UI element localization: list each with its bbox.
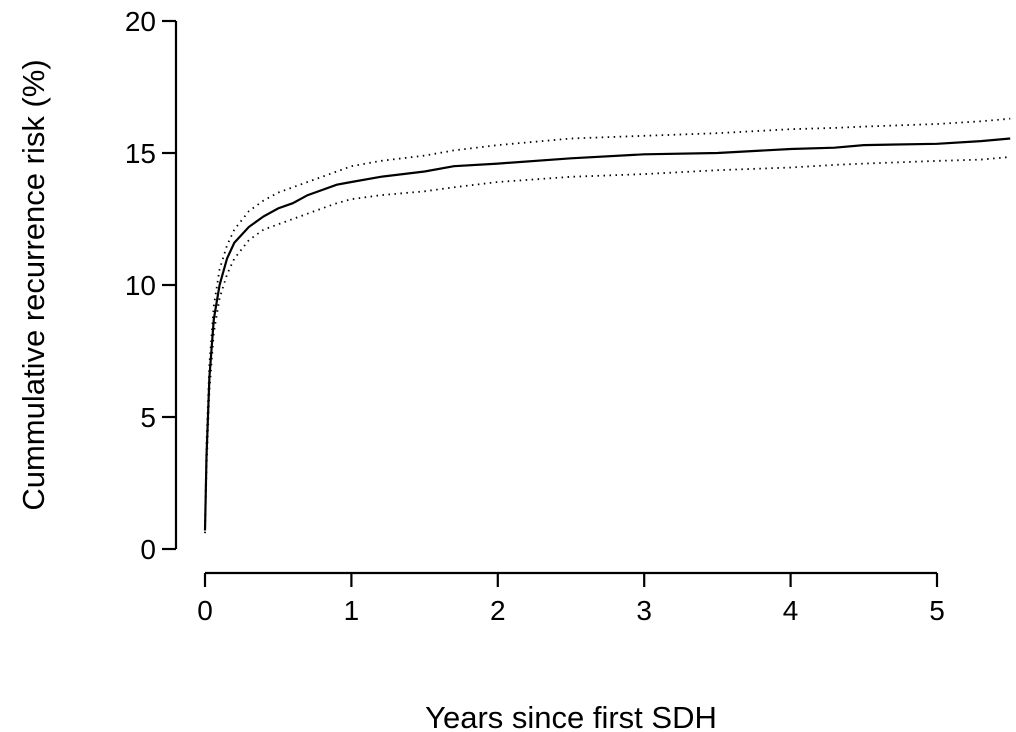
y-axis-title: Cummulative recurrence risk (%): [16, 59, 51, 510]
x-tick-label: 1: [344, 595, 360, 626]
x-tick-label: 0: [197, 595, 213, 626]
x-tick-label: 3: [636, 595, 652, 626]
y-tick-label: 0: [140, 534, 156, 565]
y-tick-label: 15: [125, 138, 156, 169]
x-tick-label: 2: [490, 595, 506, 626]
y-tick-label: 10: [125, 270, 156, 301]
y-tick-label: 5: [140, 402, 156, 433]
ci-upper-line: [204, 117, 1011, 528]
series-layer: [203, 117, 1011, 534]
x-axis-title: Years since first SDH: [425, 700, 717, 732]
x-axis-ticks: 0 1 2 3 4 5: [197, 573, 945, 626]
estimate-line: [203, 137, 1011, 531]
x-tick-label: 5: [929, 595, 945, 626]
y-tick-label: 20: [125, 6, 156, 37]
y-axis-ticks: 0 5 10 15 20: [125, 6, 176, 565]
x-tick-label: 4: [783, 595, 799, 626]
ci-lower-line: [204, 156, 1011, 534]
